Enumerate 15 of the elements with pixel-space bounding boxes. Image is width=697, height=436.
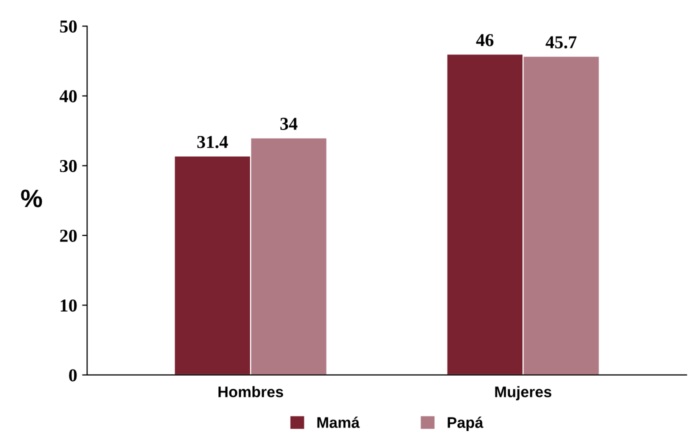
data-label: 34 xyxy=(280,118,298,130)
legend-label: Mamá xyxy=(317,416,360,428)
x-tick-label: Hombres xyxy=(218,386,284,398)
y-tick-label: 50 xyxy=(60,20,77,33)
x-tick-label: Mujeres xyxy=(495,386,552,400)
y-tick-label: 30 xyxy=(60,160,77,172)
legend-label: Papá xyxy=(448,416,484,431)
data-label: 31.4 xyxy=(197,136,228,148)
y-axis-title: % xyxy=(21,190,42,208)
data-label: 46 xyxy=(476,34,494,46)
y-tick-label: 20 xyxy=(60,230,77,242)
y-tick-label: 40 xyxy=(60,90,77,102)
y-tick-label: 0 xyxy=(69,369,77,382)
y-tick-label: 10 xyxy=(60,299,77,312)
data-label: 45.7 xyxy=(546,36,577,48)
